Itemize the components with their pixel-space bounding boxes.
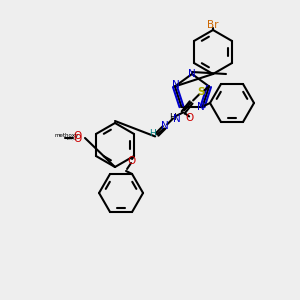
Text: H: H (149, 129, 155, 138)
Text: N: N (173, 114, 181, 124)
Text: methoxy_label: methoxy_label (67, 138, 77, 140)
Text: O: O (73, 134, 81, 144)
Text: H: H (169, 113, 176, 122)
Text: N: N (197, 102, 205, 112)
Text: O: O (73, 131, 81, 141)
Text: methoxy: methoxy (55, 134, 79, 139)
Text: S: S (197, 87, 205, 98)
Text: N: N (172, 80, 180, 90)
Text: O: O (127, 156, 135, 166)
Text: N: N (161, 122, 169, 131)
Text: O: O (185, 113, 193, 123)
Text: Br: Br (207, 20, 219, 30)
Text: N: N (188, 69, 196, 79)
